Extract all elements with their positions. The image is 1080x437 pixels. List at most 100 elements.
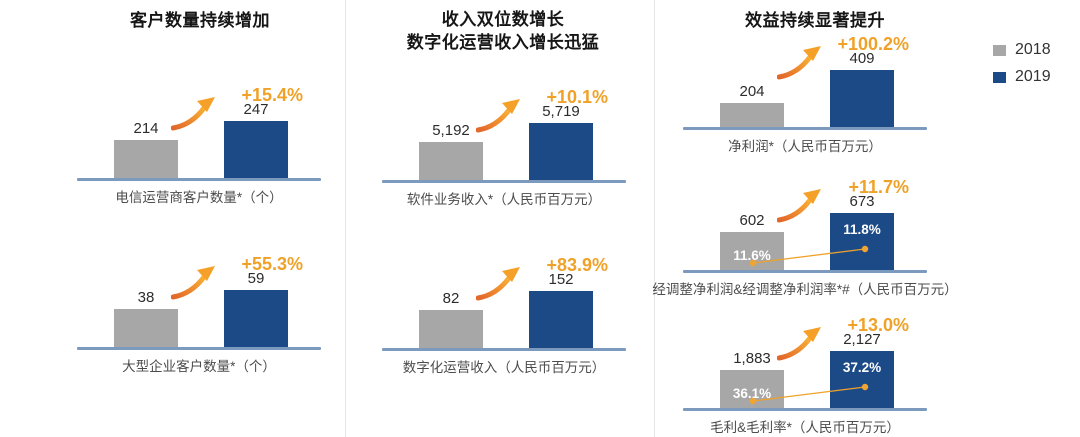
axis-baseline	[382, 348, 626, 351]
bar-group-2018: 1,883 36.1%	[720, 350, 784, 408]
bar-group-2019: 247	[224, 101, 288, 178]
bar-group-2019: 152	[529, 271, 593, 348]
growth-arrow-icon	[777, 46, 821, 80]
bar-group-2018: 214	[114, 120, 178, 178]
bar-value-2019: 673	[849, 193, 875, 210]
bar-2019: 11.8%	[830, 213, 894, 270]
growth-label: +83.9%	[546, 255, 608, 275]
bar-value-2018: 5,192	[432, 122, 470, 139]
chart-caption: 净利润*（人民币百万元）	[728, 139, 882, 154]
panel-title-line: 客户数量持续增加	[130, 11, 270, 30]
bar-group-2018: 82	[419, 290, 483, 348]
growth-label: +10.1%	[546, 87, 608, 107]
bar-2019	[224, 121, 288, 178]
bar-group-2019: 5,719	[529, 103, 593, 180]
bar-2018	[114, 140, 178, 178]
chart-caption: 软件业务收入*（人民币百万元）	[406, 192, 602, 207]
rate-label-2018: 36.1%	[732, 386, 772, 401]
chart-caption: 数字化运营收入（人民币百万元）	[402, 360, 606, 375]
bar-value-2018: 38	[137, 289, 155, 306]
bar-value-2019: 409	[849, 50, 875, 67]
plot-area: +13.0% 1,883 36.1% 2,127 37.2%	[683, 308, 927, 408]
growth-arrow-icon	[476, 99, 520, 133]
chart-adjusted-net-profit: +11.7% 602 11.6% 673 11.8% 经调整净利润&经调整净利润…	[652, 170, 957, 298]
chart-software-revenue: +10.1% 5,192 5,719 软件业务收入*（人民币百万元）	[382, 80, 626, 208]
legend-item-2019: 2019	[993, 68, 1051, 86]
chart-caption: 大型企业客户数量*（个）	[122, 359, 276, 374]
bar-2018	[114, 309, 178, 347]
legend-swatch-2018	[993, 44, 1006, 56]
bar-group-2019: 2,127 37.2%	[830, 331, 894, 408]
panel-title-revenue: 收入双位数增长 数字化运营收入增长迅猛	[363, 8, 643, 54]
plot-area: +55.3% 38 59	[77, 247, 321, 347]
bar-value-2018: 214	[133, 120, 159, 137]
bar-value-2019: 5,719	[542, 103, 580, 120]
bar-group-2019: 59	[224, 270, 288, 347]
growth-label: +11.7%	[848, 177, 909, 197]
bar-group-2018: 204	[720, 83, 784, 127]
axis-baseline	[77, 347, 321, 350]
bar-group-2018: 5,192	[419, 122, 483, 180]
legend-label-2019: 2019	[1015, 68, 1051, 85]
plot-area: +11.7% 602 11.6% 673 11.8%	[683, 170, 927, 270]
bar-value-2018: 602	[739, 212, 765, 229]
growth-arrow-icon	[171, 266, 215, 300]
panel-title-profit: 效益持续显著提升	[690, 9, 940, 32]
panel-title-line: 收入双位数增长	[441, 10, 565, 29]
chart-digital-revenue: +83.9% 82 152 数字化运营收入（人民币百万元）	[382, 248, 626, 376]
growth-arrow-icon	[476, 267, 520, 301]
chart-enterprise-customers: +55.3% 38 59 大型企业客户数量*（个）	[77, 247, 321, 375]
growth-label: +13.0%	[847, 315, 909, 335]
bar-value-2018: 204	[739, 83, 765, 100]
growth-label: +15.4%	[241, 85, 303, 105]
bar-group-2019: 673 11.8%	[830, 193, 894, 270]
bar-2018	[720, 103, 784, 127]
plot-area: +15.4% 214 247	[77, 78, 321, 178]
legend-swatch-2019	[993, 71, 1006, 83]
bar-value-2019: 152	[548, 271, 574, 288]
plot-area: +100.2% 204 409	[683, 27, 927, 127]
bar-2019: 37.2%	[830, 351, 894, 408]
axis-baseline	[683, 127, 927, 130]
panel-title-line: 效益持续显著提升	[745, 11, 885, 30]
chart-caption: 毛利&毛利率*（人民币百万元）	[710, 420, 900, 435]
chart-caption: 经调整净利润&经调整净利润率*#（人民币百万元）	[652, 282, 958, 297]
bar-2018	[419, 142, 483, 180]
bar-group-2019: 409	[830, 50, 894, 127]
bar-2018	[419, 310, 483, 348]
bar-2019	[830, 70, 894, 127]
panel-title-line: 数字化运营收入增长迅猛	[406, 33, 600, 52]
bar-group-2018: 602 11.6%	[720, 212, 784, 270]
chart-gross-profit: +13.0% 1,883 36.1% 2,127 37.2% 毛利&毛利率*（人…	[683, 308, 927, 436]
chart-caption: 电信运营商客户数量*（个）	[115, 190, 283, 205]
bar-group-2018: 38	[114, 289, 178, 347]
bar-2018: 36.1%	[720, 370, 784, 408]
rate-label-2019: 37.2%	[842, 360, 882, 375]
growth-label: +100.2%	[837, 34, 909, 54]
legend-label-2018: 2018	[1015, 41, 1051, 58]
axis-baseline	[683, 408, 927, 411]
panel-title-customers: 客户数量持续增加	[75, 9, 325, 32]
axis-baseline	[77, 178, 321, 181]
legend: 2018 2019	[993, 41, 1051, 95]
legend-item-2018: 2018	[993, 41, 1051, 59]
bar-value-2019: 247	[243, 101, 269, 118]
rate-label-2019: 11.8%	[843, 222, 881, 237]
plot-area: +10.1% 5,192 5,719	[382, 80, 626, 180]
growth-label: +55.3%	[241, 254, 303, 274]
growth-arrow-icon	[171, 97, 215, 131]
bar-2018: 11.6%	[720, 232, 784, 270]
plot-area: +83.9% 82 152	[382, 248, 626, 348]
chart-net-profit: +100.2% 204 409 净利润*（人民币百万元）	[683, 27, 927, 155]
column-divider	[345, 0, 346, 437]
growth-arrow-icon	[777, 327, 821, 361]
bar-value-2018: 82	[442, 290, 460, 307]
bar-2019	[529, 291, 593, 348]
axis-baseline	[683, 270, 927, 273]
column-divider	[654, 0, 655, 437]
axis-baseline	[382, 180, 626, 183]
bar-2019	[224, 290, 288, 347]
growth-arrow-icon	[777, 189, 821, 223]
bar-value-2018: 1,883	[733, 350, 771, 367]
